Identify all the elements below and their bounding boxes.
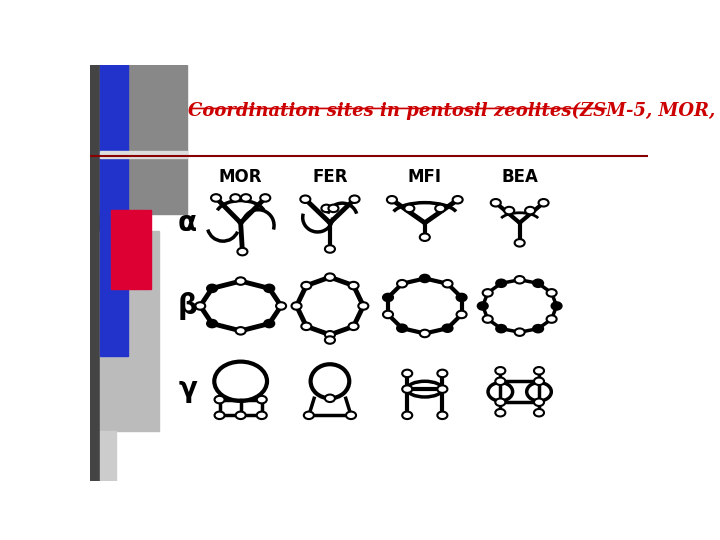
Circle shape: [539, 199, 549, 206]
Circle shape: [215, 411, 225, 419]
Circle shape: [304, 411, 314, 419]
Circle shape: [241, 194, 251, 201]
Circle shape: [495, 409, 505, 416]
Circle shape: [552, 302, 562, 310]
Circle shape: [504, 207, 514, 214]
Circle shape: [478, 302, 487, 310]
Circle shape: [491, 199, 501, 206]
Circle shape: [495, 367, 505, 375]
Circle shape: [321, 205, 331, 212]
Circle shape: [546, 315, 557, 323]
Circle shape: [405, 205, 414, 212]
Bar: [100, 65, 128, 214]
Circle shape: [346, 411, 356, 419]
Circle shape: [207, 285, 217, 292]
Circle shape: [349, 195, 359, 203]
Circle shape: [301, 282, 311, 289]
Circle shape: [328, 205, 338, 212]
Circle shape: [264, 320, 274, 327]
Circle shape: [230, 194, 240, 201]
Circle shape: [534, 377, 544, 385]
Circle shape: [402, 370, 413, 377]
Circle shape: [525, 207, 535, 214]
Circle shape: [325, 331, 335, 339]
Bar: [90, 65, 100, 481]
Circle shape: [515, 276, 525, 284]
Text: Coordination sites in pentosil zeolites(ZSM-5, MOR, FER): Coordination sites in pentosil zeolites(…: [188, 102, 720, 120]
Circle shape: [264, 285, 274, 292]
Circle shape: [515, 239, 525, 247]
Circle shape: [348, 322, 359, 330]
Circle shape: [260, 194, 270, 201]
Circle shape: [325, 273, 335, 281]
Circle shape: [453, 196, 463, 204]
Circle shape: [546, 289, 557, 296]
Circle shape: [383, 294, 393, 301]
Circle shape: [235, 327, 246, 335]
Circle shape: [325, 336, 335, 344]
Circle shape: [420, 275, 430, 282]
Circle shape: [348, 282, 359, 289]
Circle shape: [238, 248, 248, 255]
Circle shape: [257, 411, 267, 419]
Circle shape: [325, 395, 335, 402]
Circle shape: [420, 330, 430, 337]
Circle shape: [301, 322, 311, 330]
Circle shape: [397, 325, 407, 332]
Text: FER: FER: [312, 168, 348, 186]
Text: γ: γ: [179, 375, 197, 403]
Circle shape: [533, 325, 543, 333]
Circle shape: [211, 194, 221, 201]
Circle shape: [257, 396, 267, 403]
Circle shape: [383, 310, 393, 318]
Circle shape: [496, 325, 506, 333]
Circle shape: [443, 325, 453, 332]
Circle shape: [437, 411, 447, 419]
Circle shape: [534, 399, 544, 406]
Circle shape: [235, 278, 246, 285]
Text: α: α: [178, 209, 197, 237]
Circle shape: [300, 195, 310, 203]
Text: β: β: [178, 292, 197, 320]
Circle shape: [215, 396, 225, 403]
Circle shape: [402, 411, 413, 419]
Bar: [111, 210, 151, 289]
Circle shape: [443, 280, 453, 287]
Circle shape: [534, 367, 544, 375]
Circle shape: [420, 233, 430, 241]
Circle shape: [292, 302, 302, 310]
Bar: [100, 231, 158, 431]
Bar: [100, 65, 186, 214]
Circle shape: [496, 280, 506, 287]
Circle shape: [436, 205, 445, 212]
Circle shape: [437, 386, 447, 393]
Circle shape: [482, 289, 492, 296]
Text: MFI: MFI: [408, 168, 442, 186]
Circle shape: [437, 370, 447, 377]
Circle shape: [482, 315, 492, 323]
Circle shape: [387, 196, 397, 204]
Circle shape: [235, 411, 246, 419]
Circle shape: [402, 386, 413, 393]
Circle shape: [397, 280, 407, 287]
Bar: [100, 151, 186, 158]
Circle shape: [195, 302, 205, 310]
Circle shape: [495, 399, 505, 406]
Circle shape: [515, 328, 525, 336]
Circle shape: [495, 377, 505, 385]
Circle shape: [276, 302, 286, 310]
Text: MOR: MOR: [219, 168, 262, 186]
Circle shape: [456, 294, 467, 301]
Circle shape: [456, 310, 467, 318]
Bar: [100, 211, 128, 356]
Circle shape: [207, 320, 217, 327]
Circle shape: [359, 302, 369, 310]
Circle shape: [533, 280, 543, 287]
Circle shape: [534, 409, 544, 416]
Text: BEA: BEA: [501, 168, 538, 186]
Bar: [100, 431, 116, 481]
Circle shape: [325, 245, 335, 253]
